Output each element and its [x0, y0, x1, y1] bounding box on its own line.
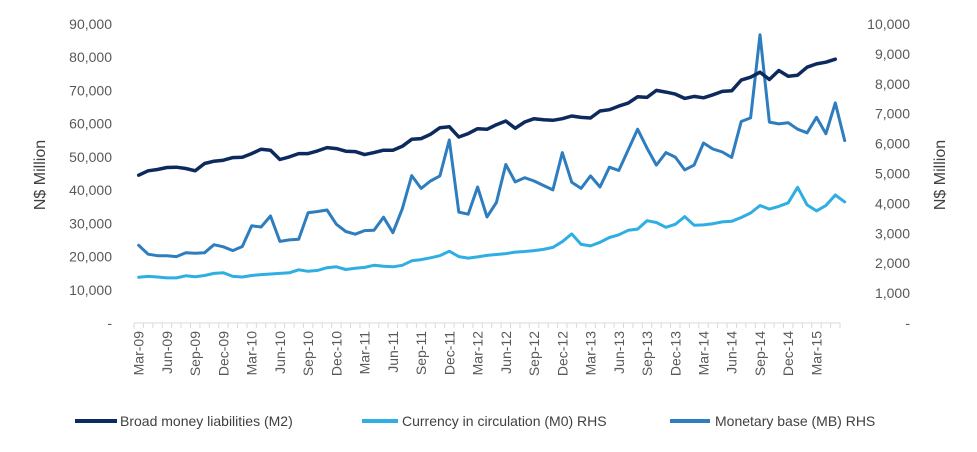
x-tick-label: Jun-11 — [385, 331, 401, 373]
axes-layer: - 10,000 20,000 30,000 40,000 50,000 60,000 70,… — [69, 16, 910, 376]
x-tick-label: Dec-12 — [554, 331, 570, 376]
x-tick-label: Mar-09 — [131, 331, 147, 376]
y-tick-label-left: 70,000 — [69, 82, 112, 98]
series-line-m0 — [137, 185, 847, 280]
legend: Broad money liabilities (M2) Currency in … — [75, 413, 875, 429]
x-tick-label: Mar-10 — [244, 331, 260, 376]
y-tick-label-left: 60,000 — [69, 116, 112, 132]
y-tick-label-right: 6,000 — [875, 136, 910, 152]
y-tick-label-right: 7,000 — [875, 106, 910, 122]
x-tick-label: Sep-10 — [300, 331, 316, 376]
x-tick-label: Sep-12 — [526, 331, 542, 376]
y-tick-label-right: 9,000 — [875, 46, 910, 62]
y-tick-label-left: 20,000 — [69, 249, 112, 265]
x-tick-label: Mar-11 — [357, 331, 373, 375]
legend-label: Currency in circulation (M0) RHS — [402, 413, 607, 429]
x-tick-label: Mar-14 — [696, 331, 712, 376]
x-tick-label: Sep-11 — [413, 331, 429, 375]
y-tick-label-right: 2,000 — [875, 255, 910, 271]
x-tick-label: Mar-12 — [470, 331, 486, 376]
x-tick-label: Sep-09 — [187, 331, 203, 376]
y-tick-label-left: 90,000 — [69, 16, 112, 32]
legend-label: Broad money liabilities (M2) — [120, 413, 293, 429]
x-tick-label: Mar-15 — [808, 331, 824, 376]
x-tick-label: Dec-11 — [441, 331, 457, 375]
y-tick-label-right: 4,000 — [875, 195, 910, 211]
x-tick-label: Jun-14 — [724, 331, 740, 374]
x-tick-label: Sep-13 — [639, 331, 655, 376]
x-tick-label: Mar-13 — [583, 331, 599, 376]
x-tick-label: Dec-09 — [215, 331, 231, 376]
y-tick-label-left: 30,000 — [69, 215, 112, 231]
y-tick-label-right: 1,000 — [875, 285, 910, 301]
x-tick-label: Jun-10 — [272, 331, 288, 374]
y-axis-title-left: N$ Million — [32, 140, 49, 210]
y-axis-title-right: N$ Million — [932, 140, 949, 210]
x-tick-label: Jun-09 — [159, 331, 175, 374]
series-line-m2 — [136, 57, 838, 177]
x-tick-label: Jun-13 — [611, 331, 627, 374]
y-tick-label-right: 5,000 — [875, 166, 910, 182]
y-tick-label-left: 80,000 — [69, 49, 112, 65]
y-tick-label-left: - — [107, 315, 112, 331]
y-tick-label-right: - — [905, 315, 910, 331]
y-tick-label-right: 10,000 — [867, 16, 910, 32]
x-tick-label: Jun-12 — [498, 331, 514, 374]
y-tick-label-left: 40,000 — [69, 182, 112, 198]
x-tick-label: Dec-14 — [780, 331, 796, 376]
x-tick-label: Sep-14 — [752, 331, 768, 376]
x-tick-label: Dec-10 — [328, 331, 344, 376]
x-tick-label: Dec-13 — [667, 331, 683, 376]
y-tick-label-right: 3,000 — [875, 225, 910, 241]
y-tick-label-right: 8,000 — [875, 76, 910, 92]
y-tick-label-left: 50,000 — [69, 149, 112, 165]
series-layer — [136, 33, 847, 280]
y-tick-label-left: 10,000 — [69, 282, 112, 298]
series-line-mb — [137, 33, 847, 259]
legend-label: Monetary base (MB) RHS — [715, 413, 875, 429]
